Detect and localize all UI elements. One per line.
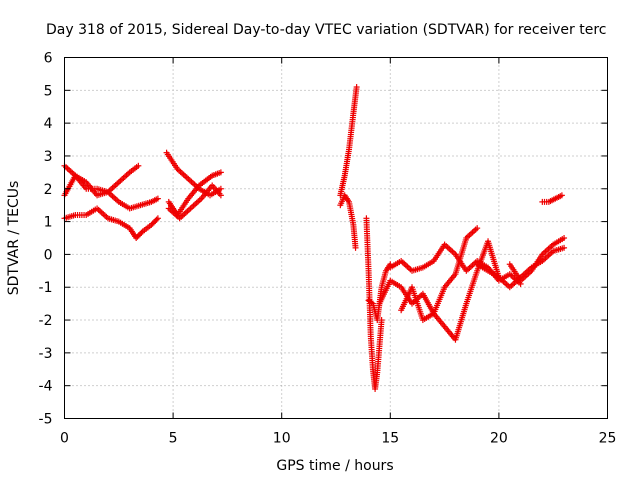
data-point — [217, 169, 224, 176]
y-tick-label: 3 — [44, 149, 53, 165]
data-point — [137, 231, 144, 238]
x-tick-label: 15 — [381, 431, 399, 447]
data-point — [134, 233, 141, 240]
data-point — [135, 162, 142, 169]
data-point — [150, 219, 157, 226]
chart-title: Day 318 of 2015, Sidereal Day-to-day VTE… — [46, 22, 606, 38]
data-point — [474, 225, 481, 232]
data-point — [154, 215, 161, 222]
data-point — [352, 244, 359, 251]
data-point — [217, 185, 224, 192]
y-tick-label: -1 — [39, 280, 53, 296]
x-tick-label: 5 — [169, 431, 178, 447]
y-axis-label: SDTVAR / TECUs — [6, 181, 22, 296]
plot-frame — [64, 57, 608, 419]
grid — [64, 57, 608, 419]
data-point — [154, 195, 161, 202]
y-tick-label: 5 — [44, 83, 53, 99]
points-layer — [61, 84, 568, 392]
data-point — [558, 192, 565, 199]
y-tick-label: -4 — [39, 379, 53, 395]
data-point — [561, 235, 568, 241]
y-ticks: -5 -4 -3 -2 -1 0 1 2 3 4 5 6 — [39, 51, 608, 428]
y-tick-label: -3 — [39, 346, 53, 362]
data-point — [138, 229, 145, 236]
x-ticks: 0 5 10 15 20 25 — [60, 57, 617, 447]
x-tick-label: 0 — [60, 431, 69, 447]
y-tick-label: -5 — [39, 412, 53, 428]
y-tick-label: 4 — [44, 116, 53, 132]
data-point — [561, 244, 568, 251]
data-point — [152, 217, 159, 224]
x-tick-label: 10 — [273, 431, 291, 447]
data-point — [135, 232, 142, 239]
x-axis-label: GPS time / hours — [276, 458, 393, 474]
data-point — [153, 216, 160, 223]
y-tick-label: 6 — [44, 51, 53, 67]
data-point — [353, 84, 360, 91]
data-point — [149, 220, 156, 227]
y-tick-label: -2 — [39, 313, 53, 329]
data-point — [148, 221, 155, 228]
data-point — [217, 192, 224, 199]
x-tick-label: 25 — [599, 431, 617, 447]
y-tick-label: 1 — [44, 215, 53, 231]
y-tick-label: 2 — [44, 182, 53, 198]
data-point — [133, 235, 140, 241]
y-tick-label: 0 — [44, 247, 53, 263]
x-tick-label: 20 — [490, 431, 508, 447]
